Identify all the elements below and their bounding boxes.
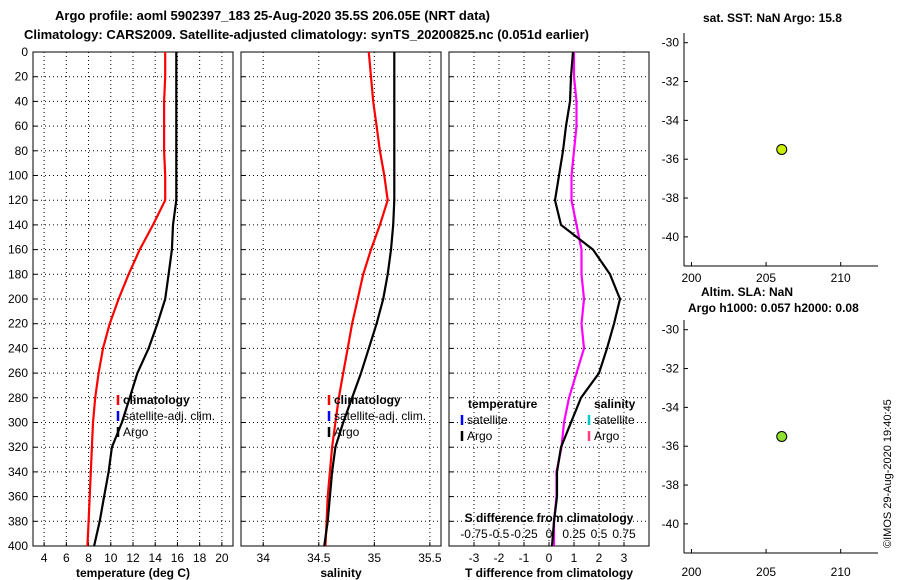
differences-legend-label: Argo — [594, 429, 620, 443]
differences-tick-label-x2: 0 — [546, 527, 553, 541]
differences-legend-header-temperature: temperature — [468, 397, 538, 411]
title-line-2: Climatology: CARS2009. Satellite-adjuste… — [24, 27, 589, 42]
sat_sst_map-tick-label-y: -38 — [662, 191, 680, 205]
depth-tick-label: 280 — [8, 391, 28, 405]
sat_sst_map-tick-label-x: 210 — [831, 271, 851, 285]
depth-tick-label: 40 — [15, 94, 29, 108]
depth-tick-label: 20 — [15, 70, 29, 84]
depth-tick-label: 160 — [8, 243, 28, 257]
temperature-tick-label-x: 4 — [41, 551, 48, 565]
temperature-legend-label: Argo — [123, 425, 149, 439]
altim_sla_map-tick-label-x: 205 — [756, 565, 776, 579]
temperature-xlabel: temperature (deg C) — [76, 566, 190, 580]
depth-tick-label: 400 — [8, 539, 28, 553]
altim_sla_map-tick-label-y: -38 — [662, 478, 680, 492]
differences-xlabel2: S difference from climatology — [465, 511, 634, 525]
depth-tick-label: 260 — [8, 366, 28, 380]
altim_sla_map-title: Altim. SLA: NaN — [701, 285, 793, 299]
title-line-1: Argo profile: aoml 5902397_183 25-Aug-20… — [55, 8, 490, 23]
differences-tick-label-x: 0 — [546, 551, 553, 565]
sat_sst_map-tick-label-x: 205 — [756, 271, 776, 285]
salinity-line-climatology — [324, 51, 389, 547]
sat_sst_map-argo-marker — [776, 144, 788, 155]
depth-tick-label: 80 — [15, 144, 29, 158]
temperature-tick-label-x: 14 — [149, 551, 163, 565]
altim_sla_map-argo-marker — [776, 431, 788, 442]
depth-tick-label: 200 — [8, 292, 28, 306]
differences-tick-label-x2: -0.25 — [510, 527, 538, 541]
temperature-tick-label-x: 6 — [63, 551, 70, 565]
altim_sla_map-tick-label-y: -40 — [662, 517, 680, 531]
salinity-legend-label: satellite-adj. clim. — [334, 409, 426, 423]
differences-tick-label-x: -2 — [494, 551, 505, 565]
differences-tick-label-x2: 0.75 — [612, 527, 636, 541]
differences-tick-label-x: 2 — [596, 551, 603, 565]
sat_sst_map-tick-label-y: -36 — [662, 152, 680, 166]
depth-tick-label: 180 — [8, 267, 28, 281]
salinity-legend-label: climatology — [334, 393, 401, 407]
differences-line-salinity — [550, 51, 622, 547]
depth-tick-label: 100 — [8, 169, 28, 183]
temperature-legend-label: satellite-adj. clim. — [123, 409, 215, 423]
sat_sst_map-tick-label-y: -34 — [662, 113, 680, 127]
altim_sla_map-tick-label-y: -34 — [662, 400, 680, 414]
sat_sst_map-tick-label-x: 200 — [681, 271, 701, 285]
sat_sst_map-tick-label-y: -30 — [662, 36, 680, 50]
altim_sla_map-tick-label-y: -36 — [662, 439, 680, 453]
altim_sla_map-subtitle: Argo h1000: 0.057 h2000: 0.08 — [688, 301, 859, 315]
temperature-tick-label-x: 10 — [104, 551, 118, 565]
temperature-tick-label-x: 8 — [85, 551, 92, 565]
salinity-tick-label-x: 34 — [257, 551, 271, 565]
sat_sst_map-tick-label-y: -32 — [662, 75, 680, 89]
sat_sst_map-tick-label-y: -40 — [662, 230, 680, 244]
depth-tick-label: 120 — [8, 193, 28, 207]
altim_sla_map-tick-label-y: -32 — [662, 362, 680, 376]
altim_sla_map-tick-label-x: 200 — [681, 565, 701, 579]
salinity-tick-label-x: 35 — [368, 551, 382, 565]
differences-xlabel: T difference from climatology — [465, 566, 633, 580]
salinity-tick-label-x: 34.5 — [307, 551, 331, 565]
salinity-tick-label-x: 35.5 — [418, 551, 442, 565]
temperature-tick-label-x: 20 — [215, 551, 229, 565]
salinity-line-argo — [323, 52, 396, 547]
salinity-legend-label: Argo — [334, 425, 360, 439]
differences-legend-label: Argo — [467, 429, 493, 443]
differences-tick-label-x2: -0.75 — [460, 527, 488, 541]
sat_sst_map-title: sat. SST: NaN Argo: 15.8 — [703, 11, 842, 25]
depth-tick-label: 380 — [8, 514, 28, 528]
depth-tick-label: 360 — [8, 490, 28, 504]
depth-tick-label: 300 — [8, 416, 28, 430]
depth-tick-label: 240 — [8, 341, 28, 355]
depth-tick-label: 340 — [8, 465, 28, 479]
differences-tick-label-x: 3 — [621, 551, 628, 565]
credit-text: ©IMOS 29-Aug-2020 19:40:45 — [882, 399, 894, 548]
salinity-xlabel: salinity — [320, 566, 362, 580]
depth-tick-label: 60 — [15, 119, 29, 133]
temperature-tick-label-x: 12 — [126, 551, 140, 565]
altim_sla_map-tick-label-x: 210 — [831, 565, 851, 579]
temperature-tick-label-x: 16 — [171, 551, 185, 565]
temperature-tick-label-x: 18 — [193, 551, 207, 565]
depth-tick-label: 320 — [8, 440, 28, 454]
differences-tick-label-x2: 0.25 — [562, 527, 586, 541]
temperature-line-climatology — [86, 52, 167, 547]
depth-tick-label: 140 — [8, 218, 28, 232]
temperature-line-argo — [93, 52, 178, 547]
differences-tick-label-x: -3 — [469, 551, 480, 565]
differences-tick-label-x: 1 — [571, 551, 578, 565]
altim_sla_map-tick-label-y: -30 — [662, 323, 680, 337]
temperature-legend-label: climatology — [123, 393, 190, 407]
differences-tick-label-x2: 0.5 — [591, 527, 608, 541]
depth-tick-label: 220 — [8, 317, 28, 331]
differences-tick-label-x2: -0.5 — [489, 527, 510, 541]
differences-legend-label: satellite — [467, 413, 508, 427]
differences-legend-label: satellite — [594, 413, 635, 427]
depth-tick-label: 0 — [21, 45, 28, 59]
differences-legend-header-salinity: salinity — [594, 397, 636, 411]
differences-tick-label-x: -1 — [519, 551, 530, 565]
